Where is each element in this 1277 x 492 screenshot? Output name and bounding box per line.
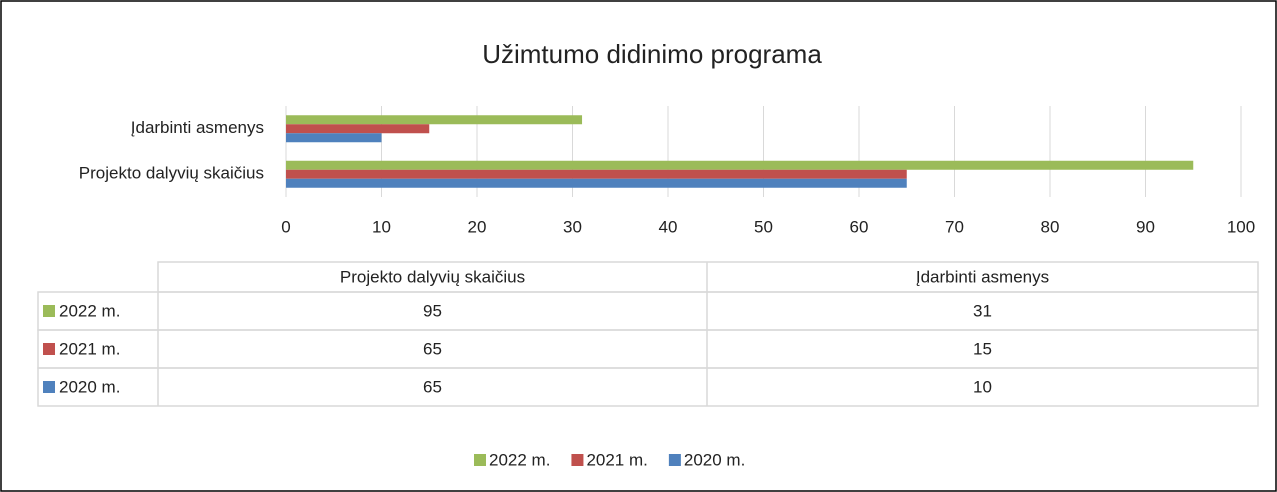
bar xyxy=(286,160,1194,170)
x-tick-label: 90 xyxy=(1136,217,1155,236)
x-tick-label: 70 xyxy=(945,217,964,236)
x-tick-label: 80 xyxy=(1041,217,1060,236)
chart-title: Užimtumo didinimo programa xyxy=(482,39,822,69)
bar xyxy=(286,133,382,143)
x-tick-label: 60 xyxy=(850,217,869,236)
table-legend-key xyxy=(43,305,55,317)
x-tick-label: 50 xyxy=(754,217,773,236)
table-row-border xyxy=(37,367,1259,407)
legend-key xyxy=(668,454,681,466)
table-cell: 95 xyxy=(423,301,442,320)
table-cell: 31 xyxy=(973,301,992,320)
x-tick-label: 40 xyxy=(659,217,678,236)
table-cell: 65 xyxy=(423,377,442,396)
legend-key xyxy=(474,454,486,466)
legend-label: 2021 m. xyxy=(586,450,647,469)
legend-label: 2022 m. xyxy=(489,450,550,469)
bar xyxy=(286,169,907,179)
x-tick-label: 20 xyxy=(468,217,487,236)
legend-label: 2020 m. xyxy=(684,450,745,469)
table-cell: 10 xyxy=(973,377,992,396)
table-cell: 65 xyxy=(423,339,442,358)
table-legend-key xyxy=(43,343,55,355)
table-legend-key xyxy=(43,381,55,393)
table-series-name: 2020 m. xyxy=(59,377,120,396)
x-tick-label: 100 xyxy=(1227,217,1255,236)
table-cell: 15 xyxy=(973,339,992,358)
x-tick-label: 0 xyxy=(281,217,290,236)
table-header: Įdarbinti asmenys xyxy=(916,267,1049,286)
y-tick-label: Įdarbinti asmenys xyxy=(131,118,264,137)
bar xyxy=(286,178,907,188)
y-tick-label: Projekto dalyvių skaičius xyxy=(79,164,264,183)
table-header: Projekto dalyvių skaičius xyxy=(340,267,525,286)
table-series-name: 2021 m. xyxy=(59,339,120,358)
x-tick-label: 10 xyxy=(372,217,391,236)
bar xyxy=(286,124,430,134)
table-series-name: 2022 m. xyxy=(59,301,120,320)
legend-key xyxy=(571,454,584,466)
x-tick-label: 30 xyxy=(563,217,582,236)
bar xyxy=(286,115,583,125)
